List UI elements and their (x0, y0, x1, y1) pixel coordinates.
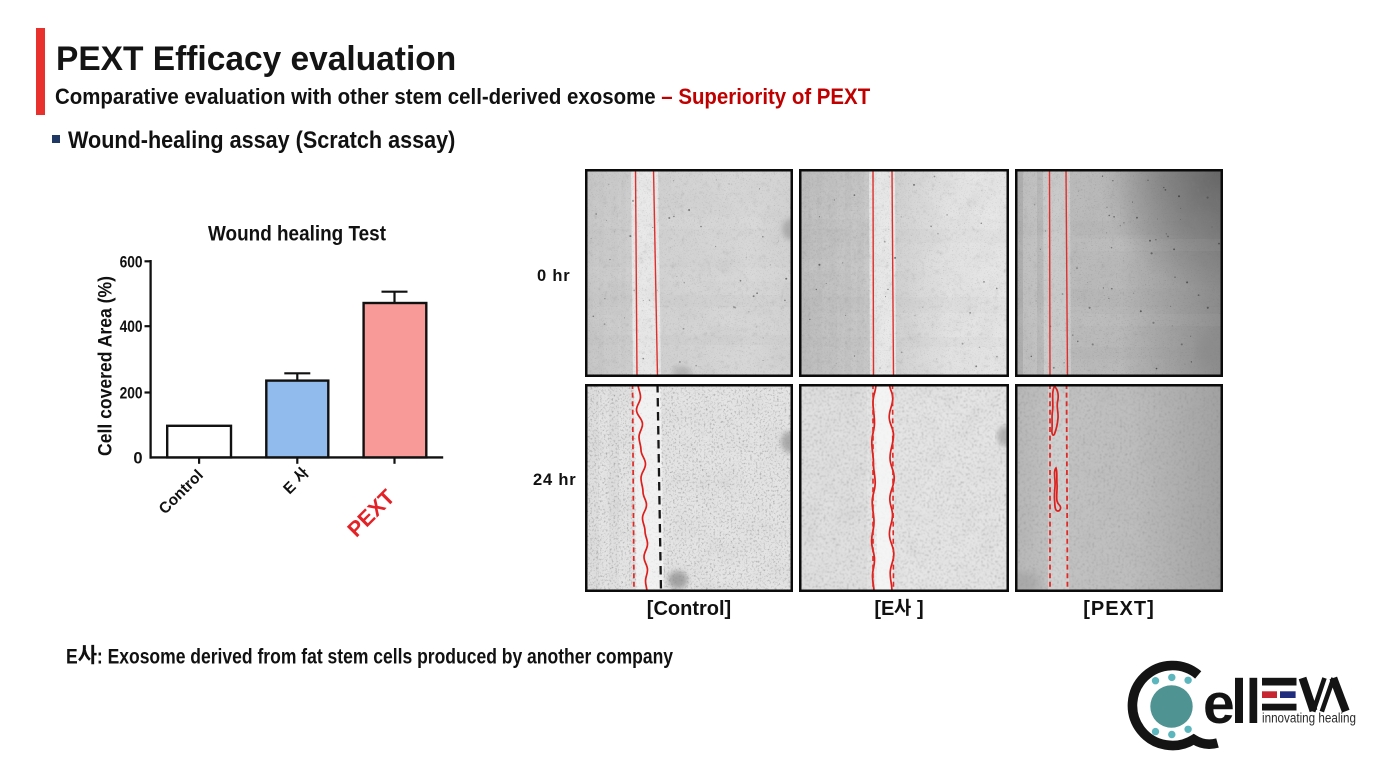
svg-text:200: 200 (120, 385, 143, 403)
svg-text:E: E (280, 478, 299, 497)
svg-text:400: 400 (120, 318, 143, 336)
svg-text:600: 600 (120, 253, 143, 271)
svg-text:Wound healing Test: Wound healing Test (208, 223, 386, 246)
svg-text:innovating healing: innovating healing (1262, 711, 1356, 726)
svg-text:e: e (1203, 672, 1235, 736)
svg-text:PEXT: PEXT (343, 485, 400, 542)
svg-text:0: 0 (133, 449, 142, 467)
svg-text:Cell covered Area (%): Cell covered Area (%) (95, 276, 117, 456)
svg-text:Control: Control (156, 467, 207, 518)
